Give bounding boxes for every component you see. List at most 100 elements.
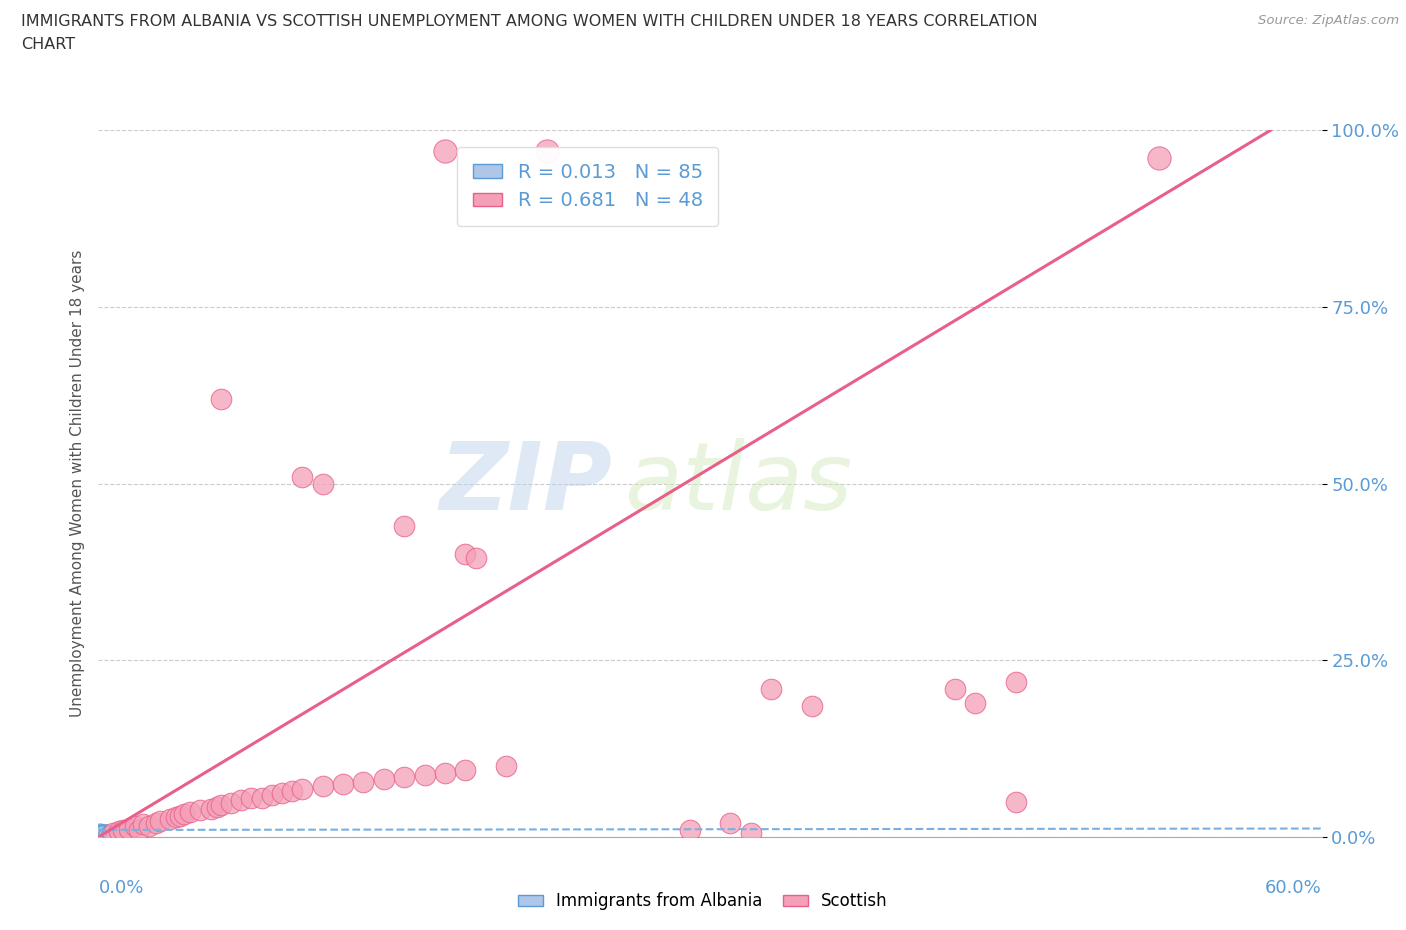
Point — [93, 825, 115, 840]
Point — [91, 825, 114, 840]
Point — [291, 781, 314, 796]
Point — [91, 829, 114, 844]
Point — [96, 828, 118, 843]
Point — [100, 829, 122, 844]
Point — [89, 824, 111, 839]
Point — [89, 826, 111, 841]
Point — [464, 551, 486, 565]
Point — [96, 829, 118, 844]
Point — [100, 828, 122, 843]
Point — [101, 826, 124, 841]
Point — [93, 828, 115, 843]
Point — [91, 827, 114, 842]
Point — [101, 829, 124, 844]
Point — [96, 826, 118, 841]
Point — [159, 812, 181, 827]
Point — [93, 829, 115, 844]
Point — [96, 825, 118, 840]
Point — [97, 825, 120, 840]
Point — [801, 698, 824, 713]
Point — [89, 826, 111, 841]
Point — [91, 828, 114, 843]
Point — [260, 787, 283, 802]
Point — [104, 827, 127, 842]
Point — [209, 392, 232, 406]
Point — [392, 769, 416, 784]
Point — [100, 829, 122, 844]
Point — [89, 827, 111, 842]
Legend: Immigrants from Albania, Scottish: Immigrants from Albania, Scottish — [512, 885, 894, 917]
Point — [91, 828, 114, 843]
Point — [96, 825, 118, 840]
Point — [145, 816, 167, 830]
Text: 60.0%: 60.0% — [1265, 880, 1322, 897]
Point — [111, 822, 134, 837]
Point — [679, 822, 702, 837]
Point — [91, 828, 114, 843]
Point — [93, 825, 115, 840]
Point — [93, 828, 115, 843]
Point — [97, 828, 120, 843]
Point — [111, 828, 134, 843]
Point — [495, 759, 517, 774]
Point — [97, 828, 120, 843]
Point — [96, 828, 118, 843]
Point — [91, 825, 114, 840]
Point — [93, 825, 115, 840]
Point — [108, 828, 131, 843]
Point — [96, 827, 118, 842]
Point — [108, 824, 131, 839]
Point — [454, 763, 477, 777]
Point — [179, 804, 201, 819]
Text: ZIP: ZIP — [439, 438, 612, 529]
Point — [110, 828, 132, 843]
Point — [93, 827, 115, 842]
Point — [219, 796, 242, 811]
Point — [169, 808, 191, 823]
Point — [281, 784, 304, 799]
Point — [332, 777, 354, 791]
Point — [454, 547, 477, 562]
Point — [97, 828, 120, 843]
Point — [89, 825, 111, 840]
Point — [100, 828, 122, 843]
Point — [128, 822, 150, 837]
Text: CHART: CHART — [21, 37, 75, 52]
Point — [1004, 794, 1026, 809]
Point — [97, 827, 120, 842]
Point — [89, 829, 111, 844]
Point — [943, 681, 966, 696]
Point — [240, 790, 263, 805]
Point — [101, 829, 124, 844]
Point — [965, 696, 987, 711]
Point — [312, 476, 335, 491]
Point — [138, 819, 160, 834]
Point — [231, 792, 253, 807]
Point — [91, 825, 114, 840]
Y-axis label: Unemployment Among Women with Children Under 18 years: Unemployment Among Women with Children U… — [69, 250, 84, 717]
Point — [270, 786, 294, 801]
Point — [118, 821, 141, 836]
Point — [434, 144, 457, 159]
Point — [250, 790, 273, 805]
Point — [209, 798, 232, 813]
Legend: R = 0.013   N = 85, R = 0.681   N = 48: R = 0.013 N = 85, R = 0.681 N = 48 — [457, 147, 718, 226]
Point — [312, 778, 335, 793]
Point — [93, 828, 115, 843]
Text: atlas: atlas — [624, 438, 852, 529]
Point — [100, 828, 122, 843]
Point — [93, 829, 115, 844]
Point — [93, 826, 115, 841]
Point — [91, 826, 114, 841]
Point — [93, 829, 115, 844]
Point — [536, 144, 558, 159]
Point — [91, 828, 114, 843]
Point — [91, 829, 114, 844]
Point — [373, 772, 395, 787]
Point — [200, 802, 222, 817]
Point — [89, 825, 111, 840]
Point — [96, 828, 118, 843]
Point — [100, 827, 122, 842]
Point — [97, 827, 120, 842]
Point — [124, 819, 146, 834]
